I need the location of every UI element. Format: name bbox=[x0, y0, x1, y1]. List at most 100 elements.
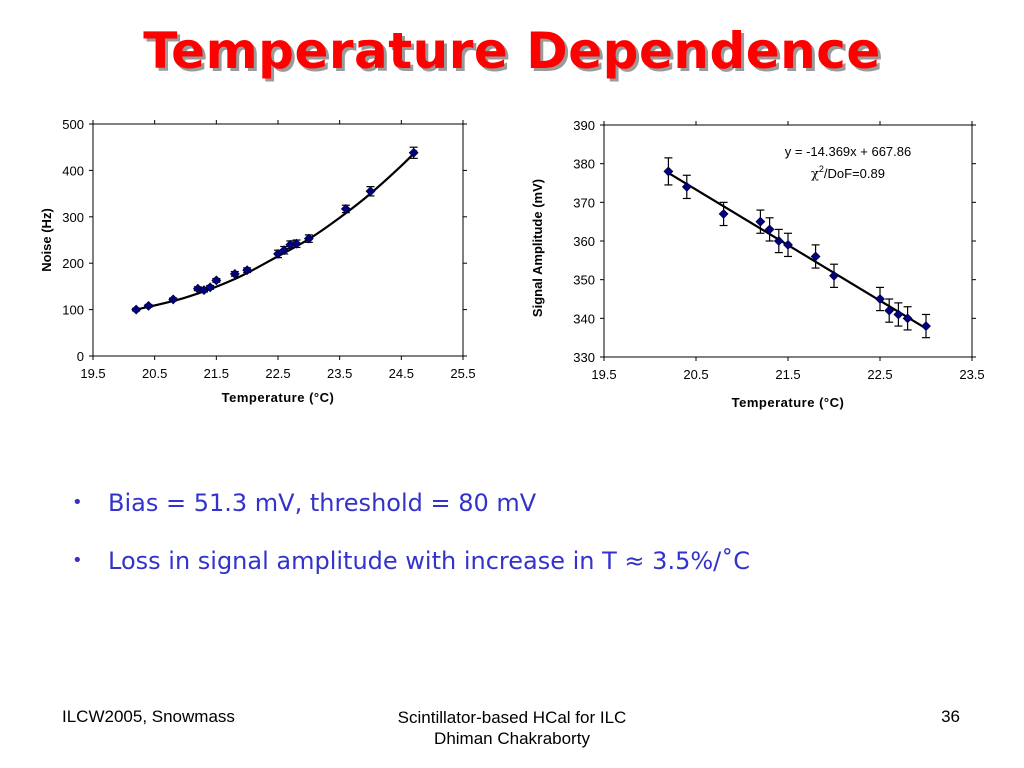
data-point bbox=[211, 275, 222, 286]
y-tick-label: 390 bbox=[573, 118, 595, 133]
data-point bbox=[340, 203, 351, 214]
y-tick-label: 380 bbox=[573, 157, 595, 172]
bullet-text: Bias = 51.3 mV, threshold = 80 mV bbox=[108, 489, 537, 517]
y-tick-label: 370 bbox=[573, 195, 595, 210]
fit-equation: y = -14.369x + 667.86 bbox=[785, 144, 911, 159]
bullet-item: • Loss in signal amplitude with increase … bbox=[72, 543, 750, 579]
signal-chart: 19.5 20.5 21.5 22.5 23.5 3303403503603703803… bbox=[530, 118, 985, 410]
diamond-marker bbox=[681, 181, 692, 192]
diamond-marker bbox=[875, 294, 885, 304]
y-tick-label: 350 bbox=[573, 273, 595, 288]
diamond-marker bbox=[365, 186, 376, 197]
x-tick-label: 23.5 bbox=[327, 366, 352, 381]
signal-x-ticks: 19.5 20.5 21.5 22.5 23.5 bbox=[591, 121, 985, 382]
signal-y-ticks: 330 340 350 360 370 380 390 bbox=[573, 118, 976, 365]
data-point bbox=[755, 209, 766, 234]
data-point bbox=[291, 238, 302, 249]
x-tick-label: 24.5 bbox=[389, 366, 414, 381]
bullet-dot-icon: • bbox=[72, 550, 83, 571]
x-tick-label: 21.5 bbox=[204, 366, 229, 381]
x-tick-label: 19.5 bbox=[591, 367, 616, 382]
x-tick-label: 22.5 bbox=[867, 367, 892, 382]
data-point bbox=[279, 245, 290, 256]
data-point bbox=[303, 233, 314, 244]
noise-x-ticks: 19.5 20.5 21.5 22.5 23.5 24.5 25.5 bbox=[80, 120, 476, 381]
chi-square-annotation: χ2/DoF=0.89 bbox=[811, 164, 885, 182]
diamond-marker bbox=[143, 300, 154, 311]
diamond-marker bbox=[755, 216, 766, 227]
diamond-marker bbox=[168, 294, 179, 305]
data-point bbox=[205, 282, 216, 293]
noise-data-points bbox=[131, 146, 419, 315]
x-tick-label: 19.5 bbox=[80, 366, 105, 381]
bullet-item: • Bias = 51.3 mV, threshold = 80 mV bbox=[72, 485, 750, 521]
footer-center: Scintillator-based HCal for ILC Dhiman C… bbox=[312, 707, 712, 749]
data-point bbox=[229, 268, 240, 279]
data-point bbox=[810, 244, 821, 269]
diamond-marker bbox=[783, 239, 793, 250]
chi-dof-value: /DoF=0.89 bbox=[824, 166, 885, 181]
diamond-marker bbox=[242, 265, 253, 276]
y-tick-label: 330 bbox=[573, 350, 595, 365]
data-point bbox=[663, 157, 674, 186]
diamond-marker bbox=[829, 270, 839, 281]
x-tick-label: 20.5 bbox=[683, 367, 708, 382]
data-point bbox=[764, 217, 775, 242]
diamond-marker bbox=[229, 268, 240, 279]
footer-talk-title: Scintillator-based HCal for ILC bbox=[397, 708, 627, 727]
bullet-dot-icon: • bbox=[72, 492, 83, 513]
data-point bbox=[783, 232, 793, 258]
diamond-marker bbox=[340, 203, 351, 214]
diamond-marker bbox=[131, 304, 142, 315]
data-point bbox=[131, 304, 142, 315]
diamond-marker bbox=[273, 248, 283, 259]
diamond-marker bbox=[663, 166, 674, 177]
data-point bbox=[143, 300, 154, 311]
diamond-marker bbox=[205, 282, 216, 293]
diamond-marker bbox=[303, 233, 314, 244]
diamond-marker bbox=[902, 313, 913, 324]
y-tick-label: 300 bbox=[62, 210, 84, 225]
x-tick-label: 22.5 bbox=[265, 366, 290, 381]
data-point bbox=[773, 228, 784, 254]
y-tick-label: 100 bbox=[62, 303, 84, 318]
footer-author: Dhiman Chakraborty bbox=[434, 729, 590, 748]
y-tick-label: 0 bbox=[77, 349, 84, 364]
bullet-list: • Bias = 51.3 mV, threshold = 80 mV • Loss… bbox=[72, 485, 750, 601]
y-tick-label: 340 bbox=[573, 311, 595, 326]
signal-data-points bbox=[663, 157, 931, 339]
chi-superscript: 2 bbox=[819, 164, 824, 174]
slide-title: Temperature Dependence bbox=[143, 22, 881, 80]
signal-x-axis-label: Temperature (°C) bbox=[732, 395, 845, 410]
x-tick-label: 23.5 bbox=[959, 367, 984, 382]
diamond-marker bbox=[773, 236, 784, 246]
footer-conference: ILCW2005, Snowmass bbox=[62, 707, 235, 726]
diamond-marker bbox=[408, 147, 419, 158]
diamond-marker bbox=[921, 321, 931, 331]
diamond-marker bbox=[810, 251, 821, 262]
x-tick-label: 25.5 bbox=[450, 366, 475, 381]
noise-y-axis-label: Noise (Hz) bbox=[39, 208, 54, 272]
diamond-marker bbox=[884, 305, 895, 316]
data-point bbox=[681, 174, 692, 200]
data-point bbox=[884, 298, 895, 323]
signal-y-axis-label: Signal Amplitude (mV) bbox=[530, 179, 545, 317]
data-point bbox=[365, 186, 376, 197]
data-point bbox=[893, 302, 904, 327]
noise-plot-area bbox=[92, 123, 464, 357]
data-point bbox=[902, 306, 913, 331]
x-tick-label: 20.5 bbox=[142, 366, 167, 381]
y-tick-label: 400 bbox=[62, 163, 84, 178]
noise-y-ticks: 0 100 200 300 400 500 bbox=[62, 117, 467, 364]
signal-fit-line bbox=[667, 172, 927, 330]
charts-canvas: 19.5 20.5 21.5 22.5 23.5 24.5 25.5 0 100 200 300 4… bbox=[39, 117, 985, 410]
chi-symbol: χ bbox=[811, 167, 819, 182]
data-point bbox=[242, 265, 253, 276]
bullet-text: Loss in signal amplitude with increase i… bbox=[108, 547, 750, 575]
diamond-marker bbox=[764, 224, 775, 235]
data-point bbox=[921, 313, 931, 339]
data-point bbox=[829, 263, 839, 288]
data-point bbox=[408, 146, 419, 159]
y-tick-label: 500 bbox=[62, 117, 84, 132]
diamond-marker bbox=[211, 275, 222, 286]
